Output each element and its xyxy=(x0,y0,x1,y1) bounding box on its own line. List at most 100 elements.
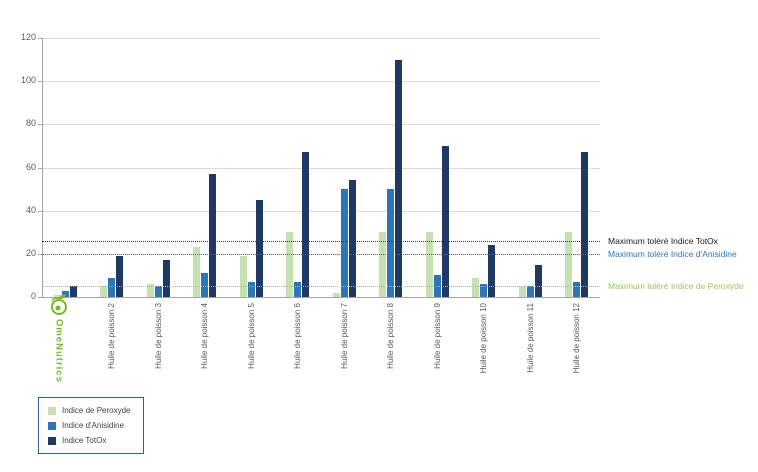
gridline xyxy=(42,81,600,83)
x-axis-category-label: Huile de poisson 2 xyxy=(89,303,136,388)
x-axis-category-label-text: Huile de poisson 2 xyxy=(107,303,117,369)
bar xyxy=(333,293,340,297)
x-axis-category-label-text: Huile de poisson 7 xyxy=(339,303,349,369)
x-axis-category-label: Huile de poisson 12 xyxy=(554,303,601,388)
reference-line-label: Maximum toléré Indice d'Anisidine xyxy=(608,248,737,259)
x-axis-category-label-text: Huile de poisson 6 xyxy=(293,303,303,369)
x-axis-category-label: Huile de poisson 6 xyxy=(275,303,322,388)
legend-item: Indice d'Anisidine xyxy=(48,421,131,430)
y-axis-tick xyxy=(38,210,42,212)
legend-items: Indice de Peroxyde Indice d'Anisidine Indi… xyxy=(48,406,131,445)
bar xyxy=(379,232,386,297)
legend-swatch xyxy=(48,436,56,445)
legend-label: Indice TotOx xyxy=(62,436,107,445)
legend-swatch xyxy=(48,406,56,415)
bar xyxy=(488,245,495,297)
legend-item: Indice TotOx xyxy=(48,436,131,445)
x-axis-category-label-text: Huile de poisson 11 xyxy=(525,303,535,373)
bar xyxy=(201,273,208,297)
logo-text: OmeNutrics xyxy=(53,319,65,383)
x-axis-line xyxy=(42,297,600,298)
y-axis-line xyxy=(42,38,43,297)
bar xyxy=(240,256,247,297)
bar xyxy=(472,278,479,297)
x-axis-category-label-text: Huile de poisson 8 xyxy=(386,303,396,369)
reference-line-label: Maximum toléré Indice de Peroxyde xyxy=(608,281,744,292)
bar xyxy=(62,291,69,297)
bar xyxy=(426,232,433,297)
bar xyxy=(248,282,255,297)
reference-line xyxy=(42,240,600,242)
bar xyxy=(54,295,61,297)
bar xyxy=(341,189,348,297)
x-axis-category-label: Huile de poisson 7 xyxy=(321,303,368,388)
x-axis-category-label-text: Huile de poisson 12 xyxy=(572,303,582,374)
y-axis-tick-label: 0 xyxy=(30,291,36,301)
bar xyxy=(286,232,293,297)
logo-apple-icon xyxy=(51,294,67,315)
bar xyxy=(480,284,487,297)
x-axis-category-label: Huile de poisson 10 xyxy=(461,303,508,388)
bar xyxy=(535,265,542,297)
y-axis-tick-label: 100 xyxy=(20,75,36,86)
bar xyxy=(565,232,572,297)
bar xyxy=(147,284,154,297)
bar xyxy=(100,286,107,297)
bar xyxy=(527,286,534,297)
y-axis-tick xyxy=(38,167,42,169)
x-axis-category-label: Huile de poisson 9 xyxy=(414,303,461,388)
legend-label: Indice de Peroxyde xyxy=(62,406,131,415)
y-axis-tick xyxy=(38,38,42,39)
reference-line xyxy=(42,286,600,288)
y-axis-tick xyxy=(38,297,42,298)
y-axis-tick-label: 120 xyxy=(20,32,36,42)
x-axis-category-label-text: Huile de poisson 4 xyxy=(200,303,210,369)
bar xyxy=(70,286,77,297)
gridline xyxy=(42,124,600,126)
legend-swatch xyxy=(48,421,56,430)
x-axis-category-label-text: Huile de poisson 3 xyxy=(153,303,163,369)
y-axis-tick-label: 60 xyxy=(25,161,36,172)
x-axis-category-label: Huile de poisson 8 xyxy=(368,303,415,388)
bar xyxy=(434,275,441,297)
bar xyxy=(116,256,123,297)
bar xyxy=(519,286,526,297)
bar xyxy=(209,174,216,297)
bar xyxy=(442,146,449,297)
bar xyxy=(387,189,394,297)
bar xyxy=(108,278,115,297)
x-axis-category-label: Huile de poisson 3 xyxy=(135,303,182,388)
legend-label: Indice d'Anisidine xyxy=(62,421,125,430)
gridline xyxy=(42,38,600,39)
bar xyxy=(395,60,402,297)
bar xyxy=(256,200,263,297)
gridline xyxy=(42,210,600,212)
bar xyxy=(193,247,200,297)
bar xyxy=(581,152,588,297)
reference-line-label: Maximum toléré Indice TotOx xyxy=(608,235,718,246)
y-axis-tick-label: 20 xyxy=(25,247,36,258)
bar xyxy=(302,152,309,297)
gridline xyxy=(42,167,600,169)
reference-line xyxy=(42,253,600,255)
bar xyxy=(573,282,580,297)
x-axis-category-label: Huile de poisson 5 xyxy=(228,303,275,388)
y-axis-tick xyxy=(38,81,42,83)
x-axis-category-label: Huile de poisson 4 xyxy=(182,303,229,388)
x-axis-category-label-text: Huile de poisson 5 xyxy=(246,303,256,369)
x-axis-category-label: Huile de poisson 11 xyxy=(507,303,554,388)
bar xyxy=(155,286,162,297)
y-axis-tick xyxy=(38,124,42,126)
legend-item: Indice de Peroxyde xyxy=(48,406,131,415)
legend: Indice de Peroxyde Indice d'Anisidine Indi… xyxy=(38,397,144,454)
x-axis-category-label-text: Huile de poisson 10 xyxy=(479,303,489,374)
y-axis-tick-label: 40 xyxy=(25,204,36,215)
bar xyxy=(163,260,170,297)
bar xyxy=(349,180,356,297)
logo: OmeNutrics xyxy=(44,291,74,383)
x-axis-category-label-text: Huile de poisson 9 xyxy=(432,303,442,369)
y-axis-tick xyxy=(38,253,42,255)
bar xyxy=(294,282,301,297)
